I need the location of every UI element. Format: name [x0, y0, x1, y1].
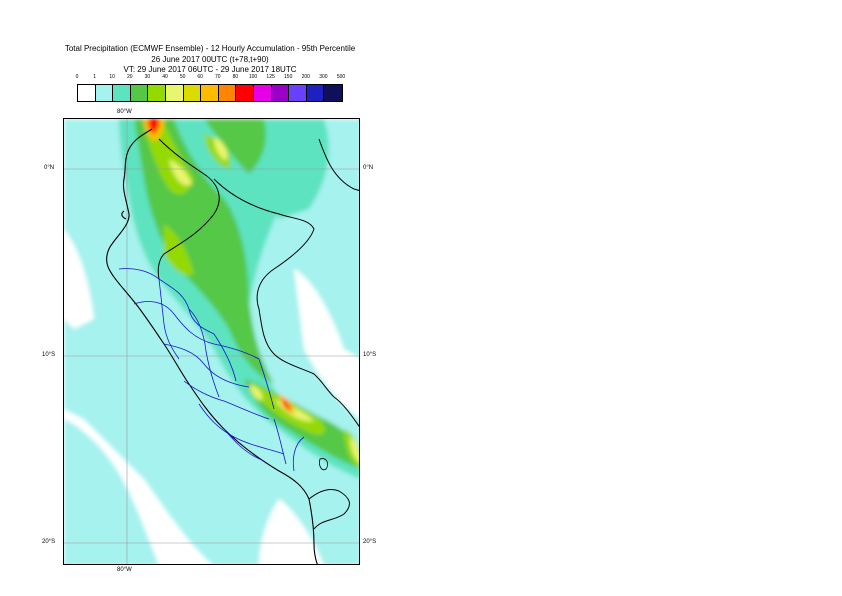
- lon-label-bottom: 80°W: [117, 567, 132, 573]
- region-borders: [118, 268, 305, 472]
- legend-tick-label: 500: [336, 74, 346, 80]
- lat-label-left-10s: 10°S: [42, 352, 56, 358]
- precip-field: [64, 119, 359, 564]
- legend-tick-label: 60: [197, 74, 203, 80]
- legend-tick-label: 1: [93, 74, 96, 80]
- legend-swatch: [306, 85, 325, 101]
- valid-time: VT: 29 June 2017 06UTC - 29 June 2017 18…: [123, 65, 297, 74]
- legend-tick-label: 40: [162, 74, 168, 80]
- legend-tick-label: 300: [319, 74, 328, 80]
- legend-swatch: [183, 85, 202, 101]
- base-time: 26 June 2017 00UTC (t+78,t+90): [151, 55, 269, 64]
- legend-swatch: [130, 85, 149, 101]
- lat-label-right-20s: 20°S: [363, 539, 377, 545]
- legend-swatch: [78, 85, 96, 101]
- legend-swatch: [218, 85, 237, 101]
- chart-title: Total Precipitation (ECMWF Ensemble) - 1…: [64, 44, 356, 53]
- legend-tick-label: 125: [266, 74, 275, 80]
- legend-tick-label: 30: [144, 74, 151, 80]
- legend-tick-label: 50: [179, 74, 186, 80]
- legend-swatch: [289, 85, 307, 101]
- lake-titicaca: [319, 458, 328, 471]
- legend-swatch: [324, 85, 342, 101]
- lat-label-left-20s: 20°S: [42, 539, 56, 545]
- coastline: [106, 128, 318, 564]
- legend-swatch: [148, 85, 166, 101]
- country-borders: [157, 138, 359, 530]
- lat-label-right-10s: 10°S: [363, 352, 377, 358]
- legend-tick-label: 70: [215, 74, 221, 80]
- legend-tick-label: 100: [248, 74, 258, 80]
- legend-tick-label: 80: [232, 74, 239, 80]
- legend-bar: [77, 84, 343, 102]
- legend-swatch: [253, 85, 272, 101]
- legend-swatch: [165, 85, 184, 101]
- lon-label-top: 80°W: [117, 109, 132, 115]
- lat-label-right-0: 0°N: [363, 165, 374, 171]
- map-svg: [64, 119, 359, 564]
- legend-tick-label: 150: [284, 74, 293, 80]
- legend-tick-label: 0: [75, 74, 79, 80]
- legend-swatch: [201, 85, 219, 101]
- legend-swatch: [95, 85, 114, 101]
- legend-swatch: [113, 85, 131, 101]
- legend-swatch: [271, 85, 290, 101]
- lat-label-left-0: 0°N: [44, 165, 55, 171]
- legend-tick-label: 10: [109, 74, 115, 80]
- legend-tick-label: 200: [301, 74, 310, 80]
- graticule: [64, 119, 359, 564]
- legend-swatch: [236, 85, 254, 101]
- legend-tick-label: 20: [127, 74, 133, 80]
- precipitation-map: [63, 118, 360, 565]
